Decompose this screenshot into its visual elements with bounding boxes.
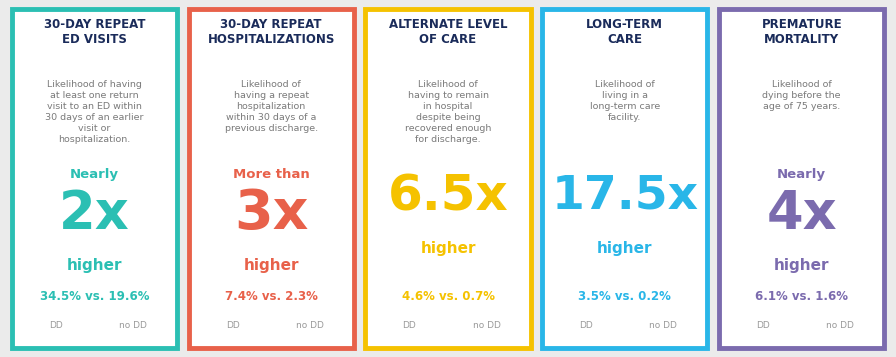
Text: 4.6% vs. 0.7%: 4.6% vs. 0.7% <box>401 290 495 303</box>
Text: higher: higher <box>774 258 830 273</box>
Text: DD: DD <box>756 321 770 331</box>
Text: Likelihood of
having to remain
in hospital
despite being
recovered enough
for di: Likelihood of having to remain in hospit… <box>405 80 491 145</box>
FancyBboxPatch shape <box>719 9 884 348</box>
Text: ALTERNATE LEVEL
OF CARE: ALTERNATE LEVEL OF CARE <box>389 18 507 46</box>
Text: DD: DD <box>49 321 63 331</box>
Text: 6.5x: 6.5x <box>388 172 508 220</box>
Text: 3.5% vs. 0.2%: 3.5% vs. 0.2% <box>579 290 671 303</box>
Text: 3x: 3x <box>234 187 308 241</box>
Text: DD: DD <box>580 321 593 331</box>
Text: PREMATURE
MORTALITY: PREMATURE MORTALITY <box>762 18 842 46</box>
Text: no DD: no DD <box>296 321 323 331</box>
Text: DD: DD <box>226 321 239 331</box>
Text: 4x: 4x <box>766 188 837 240</box>
Text: 17.5x: 17.5x <box>551 174 699 219</box>
Text: no DD: no DD <box>650 321 677 331</box>
Text: Likelihood of having
at least one return
visit to an ED within
30 days of an ear: Likelihood of having at least one return… <box>45 80 143 145</box>
Text: 34.5% vs. 19.6%: 34.5% vs. 19.6% <box>39 290 149 303</box>
Text: higher: higher <box>597 241 652 256</box>
Text: Nearly: Nearly <box>70 169 119 181</box>
FancyBboxPatch shape <box>12 9 177 348</box>
Text: no DD: no DD <box>472 321 501 331</box>
Text: 7.4% vs. 2.3%: 7.4% vs. 2.3% <box>225 290 317 303</box>
Text: Nearly: Nearly <box>777 169 826 181</box>
Text: no DD: no DD <box>826 321 854 331</box>
Text: 2x: 2x <box>59 188 130 240</box>
Text: DD: DD <box>402 321 417 331</box>
FancyBboxPatch shape <box>366 9 530 348</box>
Text: no DD: no DD <box>119 321 147 331</box>
Text: 6.1% vs. 1.6%: 6.1% vs. 1.6% <box>755 290 849 303</box>
Text: 30-DAY REPEAT
HOSPITALIZATIONS: 30-DAY REPEAT HOSPITALIZATIONS <box>208 18 335 46</box>
Text: Likelihood of
living in a
long-term care
facility.: Likelihood of living in a long-term care… <box>590 80 660 122</box>
Text: Likelihood of
having a repeat
hospitalization
within 30 days of a
previous disch: Likelihood of having a repeat hospitaliz… <box>225 80 318 134</box>
Text: higher: higher <box>66 258 122 273</box>
Text: higher: higher <box>420 241 476 256</box>
Text: More than: More than <box>233 169 309 181</box>
Text: Likelihood of
dying before the
age of 75 years.: Likelihood of dying before the age of 75… <box>762 80 841 111</box>
Text: 30-DAY REPEAT
ED VISITS: 30-DAY REPEAT ED VISITS <box>44 18 145 46</box>
FancyBboxPatch shape <box>188 9 354 348</box>
Text: LONG-TERM
CARE: LONG-TERM CARE <box>586 18 663 46</box>
FancyBboxPatch shape <box>542 9 708 348</box>
Text: higher: higher <box>244 258 299 273</box>
